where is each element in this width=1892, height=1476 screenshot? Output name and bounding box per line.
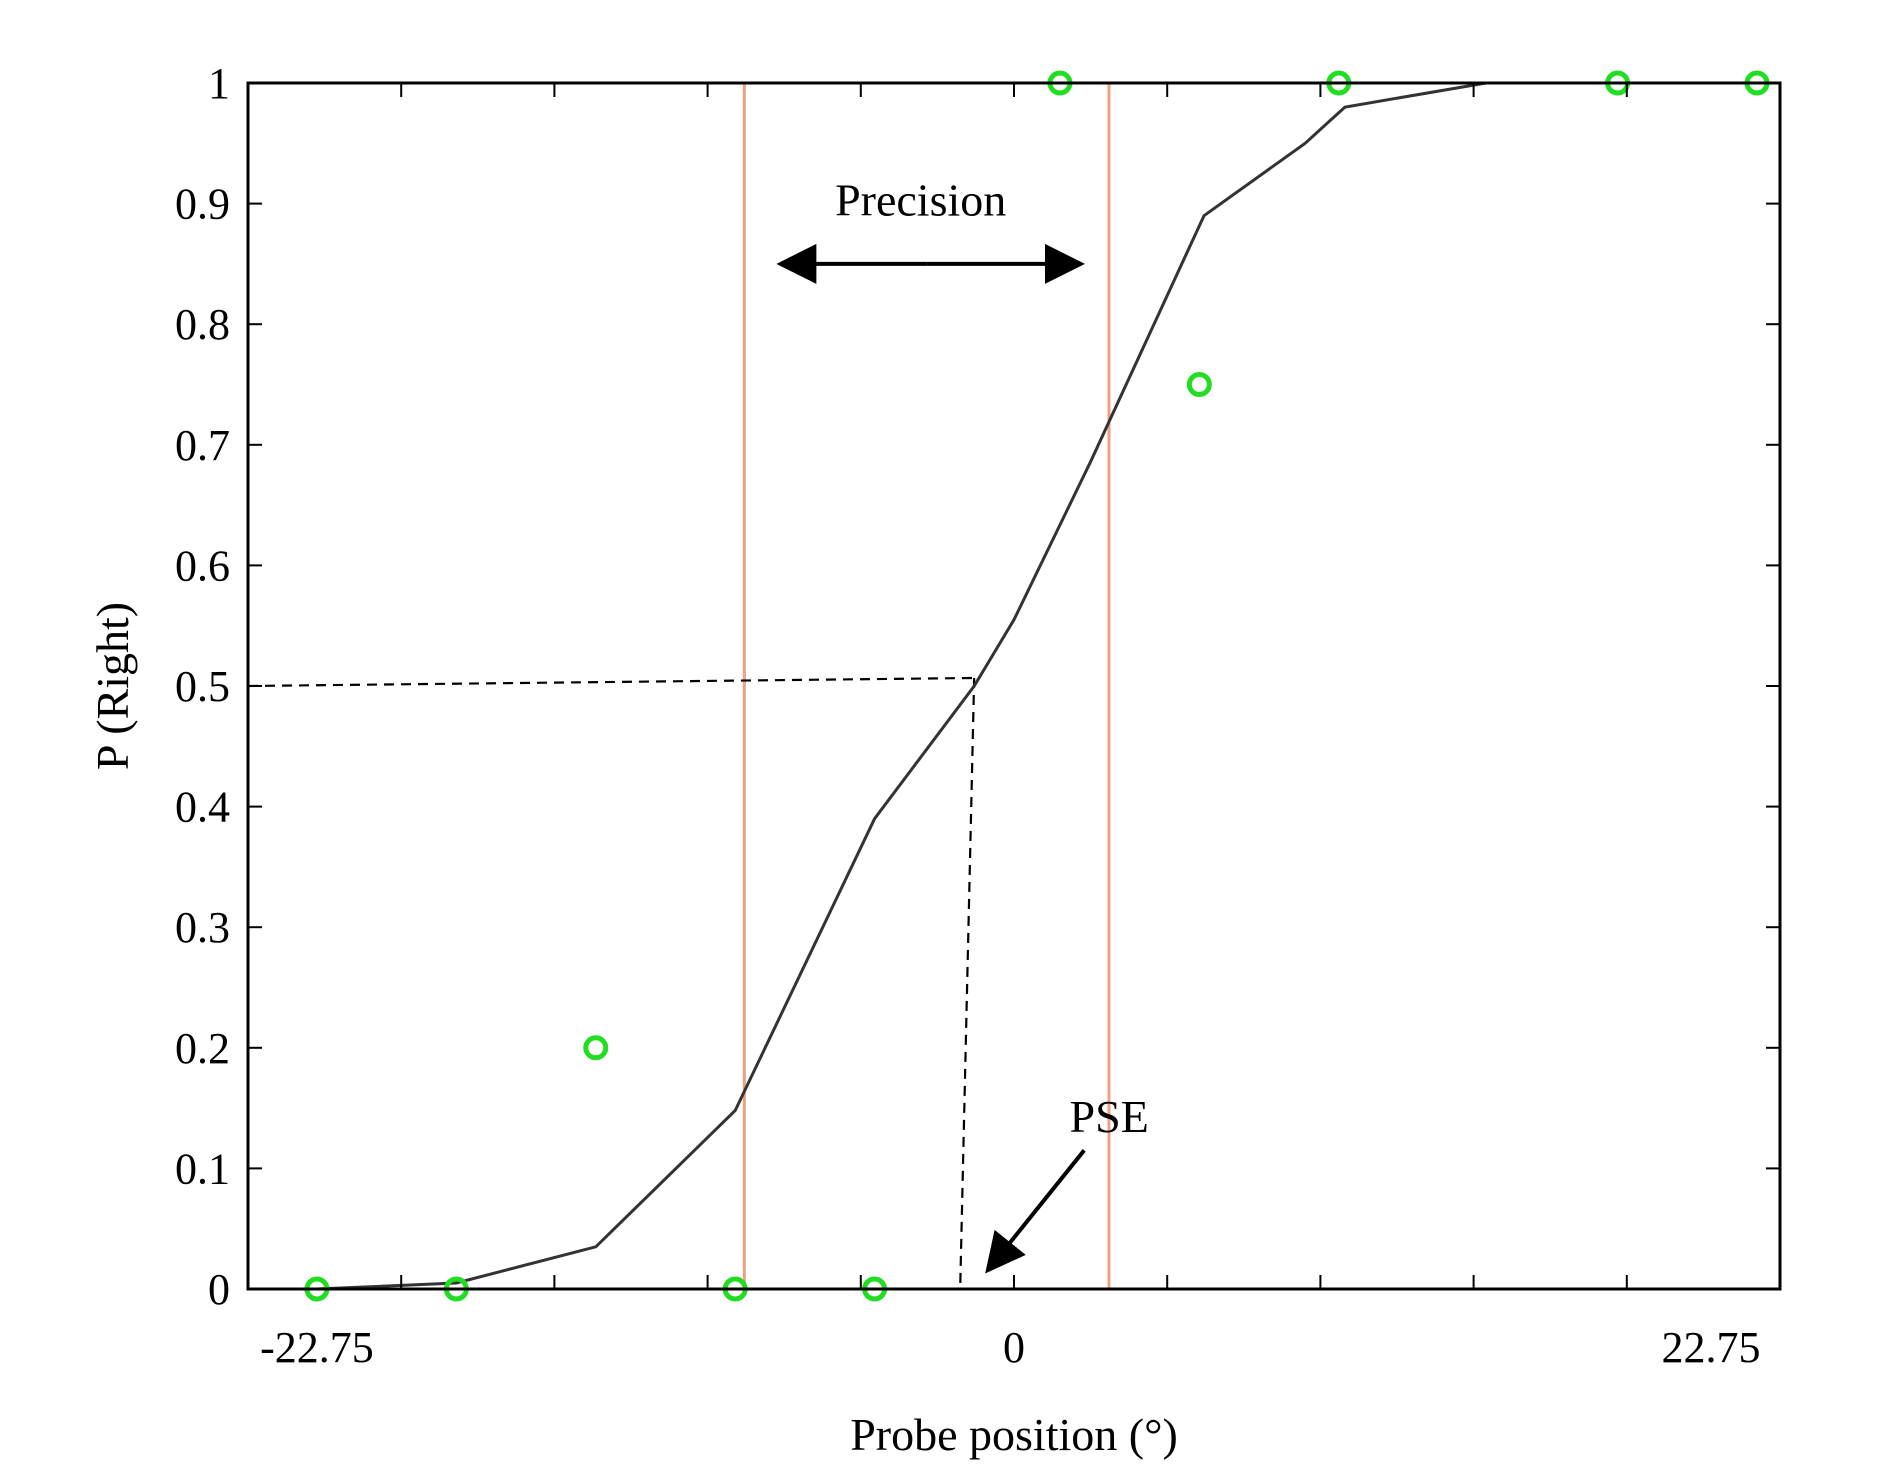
pse-arrow <box>985 1149 1086 1274</box>
y-tick-label-1: 0.1 <box>175 1144 230 1193</box>
tick-labels-layer: 0 0.1 0.2 0.3 0.4 0.5 0.6 0.7 0.8 0.9 1 -22.75 0 22.7… <box>175 59 1761 1372</box>
y-tick-label-5: 0.5 <box>175 662 230 711</box>
y-tick-label-10: 1 <box>208 59 230 108</box>
y-tick-label-6: 0.6 <box>175 541 230 590</box>
y-tick-label-8: 0.8 <box>175 300 230 349</box>
y-axis-title: P (Right) <box>87 602 138 770</box>
fitted-curve-layer <box>248 81 1780 1291</box>
observed-points-layer <box>304 70 1770 1302</box>
fitted-curve-line <box>248 81 1780 1291</box>
y-tick-label-2: 0.2 <box>175 1024 230 1073</box>
data-point-2 <box>583 1035 609 1061</box>
x-axis-title: Probe position (°) <box>850 1409 1178 1460</box>
ticks-layer <box>248 82 1780 1290</box>
y-tick-label-4: 0.4 <box>175 783 230 832</box>
pse-vertical-guide <box>959 677 976 1290</box>
y-tick-label-3: 0.3 <box>175 903 230 952</box>
x-tick-label-1: 0 <box>1003 1323 1025 1372</box>
pse-guide-lines <box>247 676 976 1290</box>
pse-horizontal-guide <box>247 676 975 688</box>
x-tick-label-2: 22.75 <box>1662 1323 1761 1372</box>
y-tick-label-9: 0.9 <box>175 180 230 229</box>
x-tick-label-0: -22.75 <box>260 1323 374 1372</box>
annotations-layer: Precision PSE <box>776 175 1149 1274</box>
pse-label: PSE <box>1070 1091 1149 1142</box>
y-tick-label-0: 0 <box>208 1265 230 1314</box>
data-point-6 <box>1186 372 1212 397</box>
y-tick-label-7: 0.7 <box>175 421 230 470</box>
precision-label: Precision <box>835 175 1006 226</box>
